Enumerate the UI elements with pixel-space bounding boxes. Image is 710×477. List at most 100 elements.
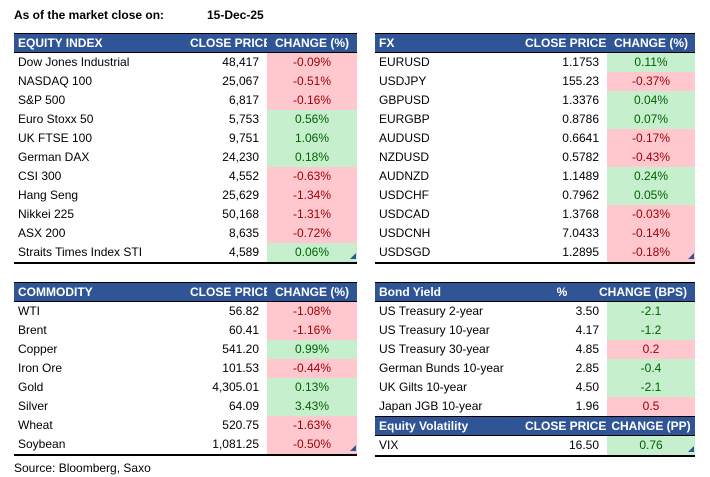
table-corner-mark [350, 445, 356, 451]
fx-table-body: EURUSD 1.1753 0.11% USDJPY 155.23 -0.37% GBPUS… [375, 53, 695, 262]
table-row: USDSGD 1.2895 -0.18% [375, 243, 695, 262]
table-row: WTI 56.82 -1.08% [14, 302, 357, 321]
cell-change: 0.06% [267, 243, 357, 262]
cell-name: WTI [18, 304, 40, 318]
cell-change: 0.11% [607, 53, 695, 72]
table-row: Japan JGB 10-year 1.96 0.5 [375, 397, 695, 416]
cell-change: 0.04% [607, 91, 695, 110]
cell-change: -0.63% [267, 167, 357, 186]
as-of-date: 15-Dec-25 [207, 8, 264, 22]
column-header-percent: % [556, 285, 568, 299]
table-row: AUDUSD 0.6641 -0.17% [375, 129, 695, 148]
table-corner-mark [350, 253, 356, 259]
column-header-change-bps: CHANGE (BPS) [599, 285, 687, 299]
fx-table-header: FX CLOSE PRICE CHANGE (%) [375, 33, 695, 53]
cell-name: Straits Times Index STI [18, 245, 143, 259]
cell-value: 60.41 [228, 323, 259, 337]
cell-value: 0.6641 [562, 131, 599, 145]
column-header-change-pp: CHANGE (PP) [611, 419, 691, 433]
cell-name: UK Gilts 10-year [379, 380, 468, 394]
cell-name: UK FTSE 100 [18, 131, 93, 145]
table-row: Copper 541.20 0.99% [14, 340, 357, 359]
cell-name: S&P 500 [18, 93, 66, 107]
equity-index-table-header: EQUITY INDEX CLOSE PRICE CHANGE (%) [14, 33, 357, 53]
cell-name: USDCAD [379, 207, 430, 221]
cell-change: -0.43% [607, 148, 695, 167]
cell-name: USDCNH [379, 226, 431, 240]
commodity-table-body: WTI 56.82 -1.08% Brent 60.41 -1.16% Copper 541.… [14, 302, 357, 454]
cell-change: -1.08% [267, 302, 357, 321]
cell-name: VIX [379, 438, 399, 452]
cell-value: 541.20 [222, 342, 259, 356]
table-row: US Treasury 10-year 4.17 -1.2 [375, 321, 695, 340]
cell-value: 4,589 [228, 245, 259, 259]
table-row: NASDAQ 100 25,067 -0.51% [14, 72, 357, 91]
column-header-fx: FX [379, 36, 395, 50]
equity-index-table: EQUITY INDEX CLOSE PRICE CHANGE (%) Dow … [14, 33, 357, 264]
as-of-label: As of the market close on: [14, 8, 165, 22]
cell-value: 50,168 [222, 207, 259, 221]
table-row: Silver 64.09 3.43% [14, 397, 357, 416]
cell-change: 0.24% [607, 167, 695, 186]
cell-value: 16.50 [568, 438, 599, 452]
cell-name: Iron Ore [18, 361, 63, 375]
cell-change: -2.1 [607, 378, 695, 397]
table-row: ASX 200 8,635 -0.72% [14, 224, 357, 243]
column-header-change-pct: CHANGE (%) [614, 36, 688, 50]
cell-change: -0.51% [267, 72, 357, 91]
cell-value: 8,635 [228, 226, 259, 240]
cell-value: 1.1489 [562, 169, 599, 183]
cell-name: US Treasury 30-year [379, 342, 490, 356]
cell-name: ASX 200 [18, 226, 66, 240]
table-row: USDCAD 1.3768 -0.03% [375, 205, 695, 224]
cell-name: Soybean [18, 437, 66, 451]
cell-change: -1.31% [267, 205, 357, 224]
bond-yield-table-body: US Treasury 2-year 3.50 -2.1 US Treasury 10… [375, 302, 695, 416]
cell-name: US Treasury 2-year [379, 304, 484, 318]
column-header-commodity: COMMODITY [18, 285, 93, 299]
cell-name: AUDNZD [379, 169, 429, 183]
table-row: EURUSD 1.1753 0.11% [375, 53, 695, 72]
cell-value: 5,753 [228, 112, 259, 126]
table-row: USDCHF 0.7962 0.05% [375, 186, 695, 205]
table-row: Hang Seng 25,629 -1.34% [14, 186, 357, 205]
equity-volatility-table-body: VIX 16.50 0.76 [375, 436, 695, 455]
equity-volatility-table: Equity Volatility CLOSE PRICE CHANGE (PP… [375, 416, 695, 457]
cell-value: 56.82 [228, 304, 259, 318]
cell-value: 1.1753 [562, 55, 599, 69]
cell-name: Dow Jones Industrial [18, 55, 130, 69]
table-row: Straits Times Index STI 4,589 0.06% [14, 243, 357, 262]
table-row: USDJPY 155.23 -0.37% [375, 72, 695, 91]
column-header-equity-volatility: Equity Volatility [379, 419, 469, 433]
cell-value: 48,417 [222, 55, 259, 69]
cell-value: 25,629 [222, 188, 259, 202]
table-row: CSI 300 4,552 -0.63% [14, 167, 357, 186]
cell-value: 6,817 [228, 93, 259, 107]
cell-change: -0.72% [267, 224, 357, 243]
cell-change: -1.34% [267, 186, 357, 205]
cell-change: -0.18% [607, 243, 695, 262]
cell-value: 24,230 [222, 150, 259, 164]
column-header-change-pct: CHANGE (%) [275, 36, 349, 50]
column-header-close-price: CLOSE PRICE [525, 419, 607, 433]
table-row: US Treasury 30-year 4.85 0.2 [375, 340, 695, 359]
table-row: Iron Ore 101.53 -0.44% [14, 359, 357, 378]
table-row: USDCNH 7.0433 -0.14% [375, 224, 695, 243]
source-note: Source: Bloomberg, Saxo [14, 461, 151, 475]
cell-value: 101.53 [222, 361, 259, 375]
commodity-table-header: COMMODITY CLOSE PRICE CHANGE (%) [14, 282, 357, 302]
cell-value: 64.09 [228, 399, 259, 413]
cell-name: Brent [18, 323, 47, 337]
cell-name: NZDUSD [379, 150, 429, 164]
cell-change: -0.16% [267, 91, 357, 110]
table-row: Brent 60.41 -1.16% [14, 321, 357, 340]
cell-value: 4,305.01 [212, 380, 259, 394]
cell-value: 1.3376 [562, 93, 599, 107]
cell-value: 4.85 [575, 342, 599, 356]
column-header-close-price: CLOSE PRICE [190, 285, 267, 299]
cell-value: 7.0433 [562, 226, 599, 240]
cell-value: 3.50 [575, 304, 599, 318]
fx-table: FX CLOSE PRICE CHANGE (%) EURUSD 1.1753 0.… [375, 33, 695, 264]
table-row: Dow Jones Industrial 48,417 -0.09% [14, 53, 357, 72]
table-row: S&P 500 6,817 -0.16% [14, 91, 357, 110]
